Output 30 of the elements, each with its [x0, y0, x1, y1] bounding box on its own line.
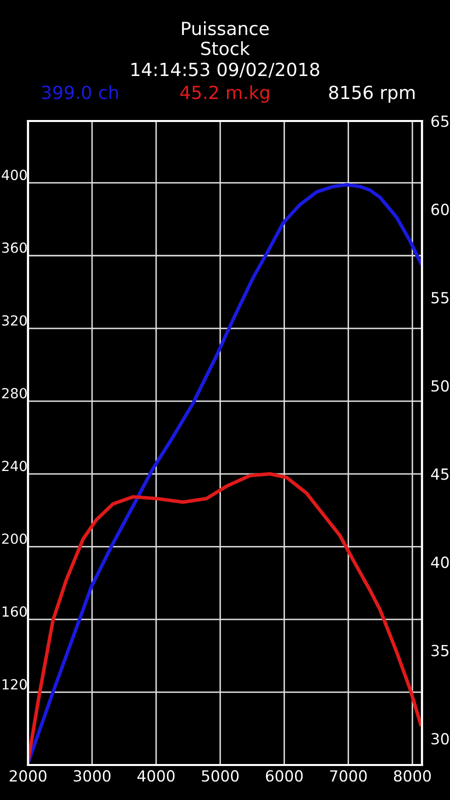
y-tick-label: 160: [2, 606, 27, 617]
line-series: [28, 472, 422, 764]
x-tick-label: 7000: [330, 770, 367, 782]
y2-tick-label: 40: [431, 556, 449, 568]
x-tick-label: 6000: [266, 770, 303, 782]
text: 45.2 m.kg: [180, 85, 269, 103]
chart-title: Puissance: [182, 21, 269, 36]
y-tick-label: 320: [2, 315, 27, 326]
y-tick-label: 200: [2, 534, 27, 544]
y-tick-label: 120: [2, 679, 27, 690]
text: 8156 rpm: [329, 86, 415, 103]
x-tick-label: 4000: [137, 770, 175, 782]
y2-tick-label: 30: [432, 733, 449, 745]
chart-subtitle: Stock: [201, 41, 250, 56]
y-tick-label: 240: [2, 460, 27, 472]
y-tick-label: 280: [2, 388, 27, 398]
x-tick-label: 3000: [74, 770, 110, 782]
y2-tick-label: 50: [432, 380, 449, 392]
text: 14:14:53 09/02/2018: [132, 62, 320, 78]
y-tick-label: 360: [2, 242, 27, 253]
x-tick-label: 8000: [394, 770, 431, 782]
x-tick-label: 5000: [202, 770, 239, 782]
text: 399.0 ch: [42, 85, 118, 100]
y2-tick-label: 60: [431, 204, 449, 216]
x-tick-label: 2000: [10, 770, 46, 782]
y2-tick-label: 45: [431, 468, 448, 480]
y2-tick-label: 55: [432, 292, 448, 304]
y-tick-label: 400: [2, 170, 27, 180]
y2-tick-label: 35: [432, 644, 448, 656]
y2-tick-label: 65: [431, 115, 448, 128]
